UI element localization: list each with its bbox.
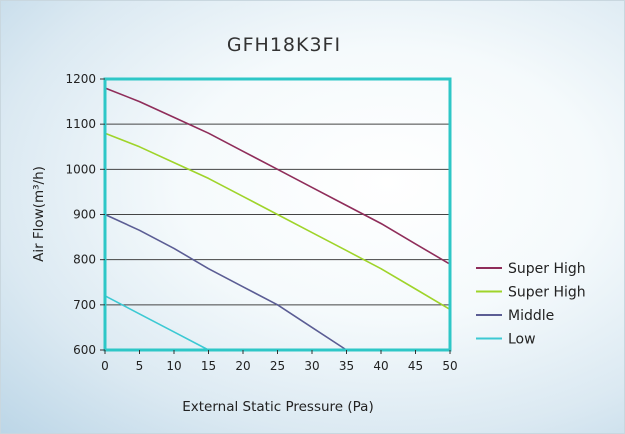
series-line-3 bbox=[104, 295, 209, 351]
legend-label-1: Super High bbox=[508, 285, 586, 301]
series-lines bbox=[104, 87, 451, 351]
series-line-1 bbox=[104, 132, 451, 311]
x-tick-label: 30 bbox=[304, 359, 319, 373]
legend-label-3: Low bbox=[508, 332, 536, 348]
x-tick-label: 45 bbox=[408, 359, 423, 373]
x-axis-label: External Static Pressure (Pa) bbox=[182, 399, 373, 415]
y-tick-label: 1000 bbox=[65, 162, 96, 176]
y-tick-label: 800 bbox=[73, 253, 96, 267]
x-tick-label: 10 bbox=[166, 359, 181, 373]
y-tick-label: 1100 bbox=[65, 117, 96, 131]
legend-label-2: Middle bbox=[508, 308, 554, 324]
series-line-0 bbox=[104, 87, 451, 265]
x-tick-label: 40 bbox=[373, 359, 388, 373]
x-tick-label: 25 bbox=[270, 359, 285, 373]
y-axis-ticks: 600 700 800 900 1000 1100 1200 bbox=[65, 72, 105, 357]
series-line-2 bbox=[104, 213, 347, 351]
y-tick-label: 900 bbox=[73, 208, 96, 222]
x-tick-label: 50 bbox=[442, 359, 457, 373]
y-tick-label: 600 bbox=[73, 343, 96, 357]
x-tick-label: 0 bbox=[101, 359, 109, 373]
y-axis-label: Air Flow(m³/h) bbox=[31, 166, 47, 262]
x-tick-label: 15 bbox=[201, 359, 216, 373]
chart-title: GFH18K3FI bbox=[227, 34, 341, 56]
x-tick-label: 35 bbox=[339, 359, 354, 373]
x-tick-label: 20 bbox=[235, 359, 250, 373]
legend: Super High Super High Middle Low bbox=[476, 261, 586, 348]
x-tick-label: 5 bbox=[136, 359, 144, 373]
y-tick-label: 700 bbox=[73, 298, 96, 312]
x-axis-ticks: 0 5 10 15 20 25 30 35 40 45 50 bbox=[101, 350, 458, 373]
y-tick-label: 1200 bbox=[65, 72, 96, 86]
legend-label-0: Super High bbox=[508, 261, 586, 277]
